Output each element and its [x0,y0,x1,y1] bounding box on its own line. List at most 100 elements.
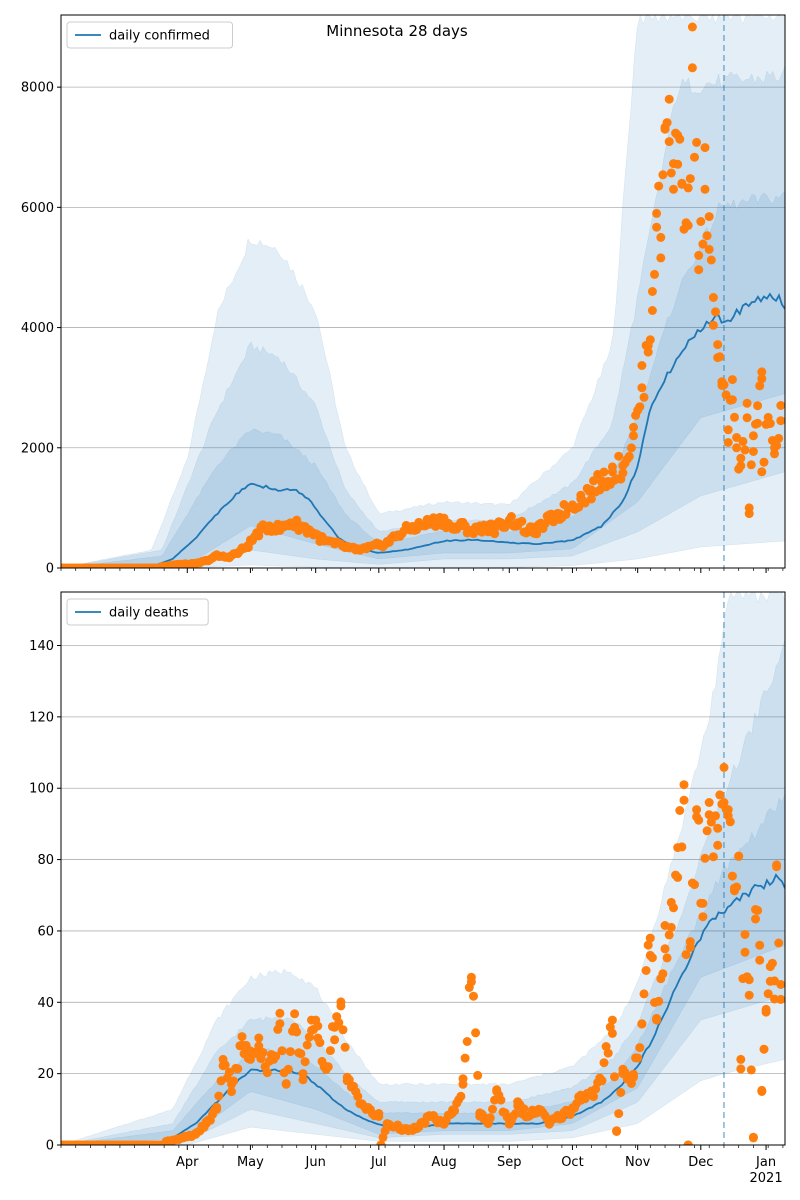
observed-point [770,443,779,453]
observed-point [698,239,708,249]
observed-point [254,1041,264,1051]
observed-point [685,937,695,947]
observed-point [650,269,659,279]
observed-point [614,1109,624,1119]
observed-point [664,930,674,940]
observed-point [458,1079,468,1089]
legend: daily deaths [66,598,209,626]
y-tick-label: 120 [29,710,54,725]
observed-point [599,1058,609,1068]
y-tick-label: 40 [37,996,54,1011]
observed-point [269,1054,279,1064]
observed-point [723,438,733,447]
observed-point [753,401,763,411]
observed-point [544,515,554,525]
observed-point [643,940,653,950]
x-tick-label: Oct [561,1155,583,1170]
observed-point [639,989,649,999]
observed-point [424,1112,434,1121]
plot-area [61,592,785,1145]
observed-point [654,996,664,1006]
observed-point [637,1019,647,1029]
observed-point [264,521,274,531]
observed-point [698,898,708,908]
observed-point [704,212,714,222]
observed-point [776,416,785,426]
observed-point [723,805,733,815]
observed-point [723,425,733,435]
observed-point [277,1046,287,1056]
observed-point [736,453,746,463]
legend-box [66,598,209,626]
confirmed-panel: 0 2000 4000 6000 8000 daily confirmed [21,14,786,577]
observed-point [641,966,651,975]
observed-point [647,287,657,296]
observed-point [479,521,489,531]
y-tick-label: 8000 [21,81,54,96]
observed-point [683,183,693,193]
observed-point [285,518,295,528]
observed-point [403,1126,413,1136]
observed-point [669,184,678,194]
observed-point [254,1033,264,1043]
observed-point [776,980,785,989]
observed-point [614,451,624,461]
observed-point [504,515,514,525]
axes-frame [60,591,786,1146]
observed-point [734,851,744,861]
observed-point [664,94,674,104]
observed-point [696,217,706,226]
observed-point [639,392,649,402]
observed-point [298,1075,308,1085]
observed-point [330,539,340,549]
observed-point [300,1057,310,1067]
observed-point [708,852,718,862]
observed-point [466,972,476,982]
legend-label: daily deaths [109,606,189,621]
observed-point [711,811,720,821]
observed-point [690,152,699,162]
observed-point [748,431,758,441]
observed-point [618,468,628,478]
observed-point [298,1069,308,1079]
observed-point [603,1048,613,1058]
observed-point [702,826,712,836]
observed-point [488,1104,497,1114]
observed-point [759,1044,769,1054]
observed-point [607,1015,617,1025]
observed-point [711,307,720,317]
observed-point [222,552,232,562]
observed-point [275,1019,285,1029]
observed-point [744,503,754,513]
observed-point [765,962,775,972]
observed-point [679,795,689,805]
legend: daily confirmed [66,21,233,49]
observed-point [666,922,676,932]
observed-point [719,798,729,807]
observed-point [753,418,763,428]
y-tick-label: 4000 [21,321,54,336]
x-tick-label: Jun [305,1155,326,1170]
observed-point [694,265,704,275]
observed-point [227,1079,236,1089]
observed-point [460,1053,470,1063]
observed-point [727,395,737,405]
observed-point [534,1104,544,1114]
observed-point [643,341,653,351]
observed-point [490,524,500,534]
observed-point [610,1072,619,1082]
x-tick-label: Jan [755,1155,776,1170]
observed-point [313,1021,323,1031]
observed-point [576,494,586,504]
observed-point [534,524,544,534]
observed-point [755,940,765,950]
y-tick-label: 140 [29,639,54,654]
observed-point [629,431,638,441]
observed-point [212,1104,222,1114]
observed-point [161,1136,171,1145]
observed-point [616,1088,626,1097]
observed-point [351,545,361,555]
observed-point [679,780,689,790]
observed-point [471,1028,481,1038]
observed-point [403,524,413,534]
